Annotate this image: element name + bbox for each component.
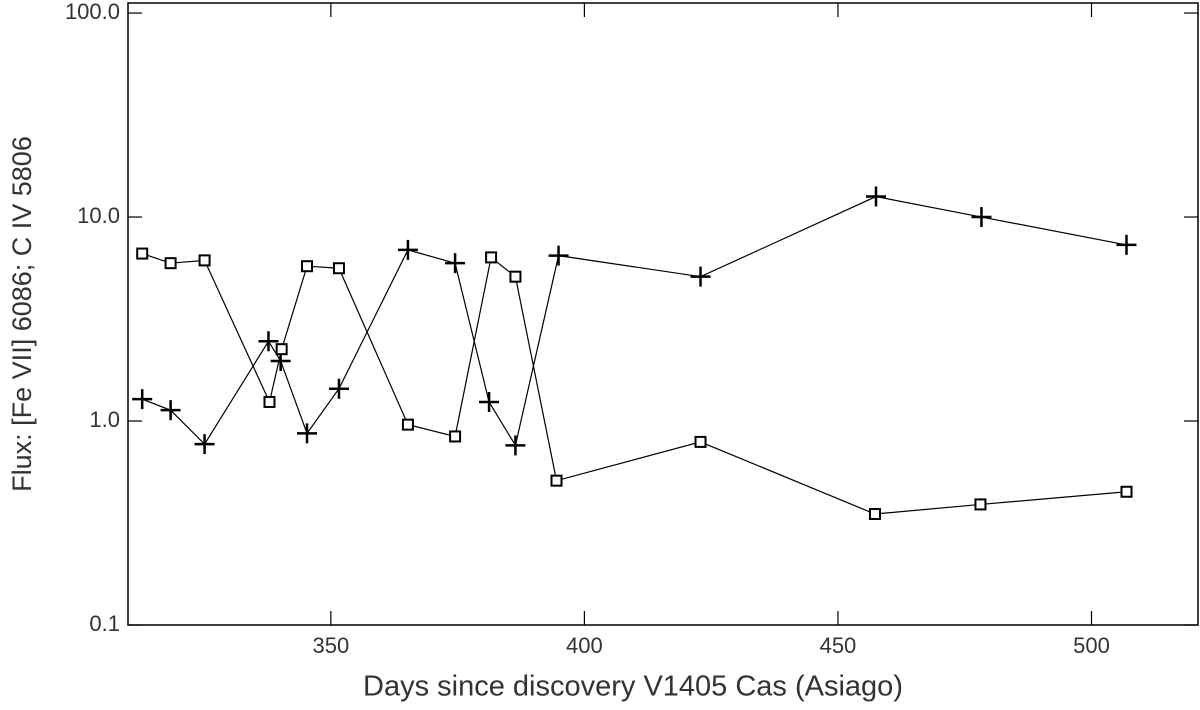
square-marker: [136, 247, 149, 260]
plus-marker: [258, 331, 279, 352]
x-tick-label: 500: [1073, 633, 1110, 658]
y-tick-label: 10.0: [77, 203, 120, 228]
series-line: [142, 253, 1127, 515]
square-marker: [550, 474, 563, 487]
plus-marker: [548, 245, 569, 266]
plus-marker: [160, 400, 181, 421]
square-marker: [868, 508, 881, 521]
series-line: [141, 195, 1127, 447]
square-marker: [1120, 485, 1133, 498]
y-tick-label: 1.0: [89, 407, 120, 432]
plus-marker: [132, 389, 153, 410]
square-marker: [509, 270, 522, 283]
plus-marker: [194, 434, 215, 455]
plot-frame: [127, 2, 1199, 626]
square-marker: [275, 343, 288, 356]
x-tick-label: 350: [312, 633, 349, 658]
y-tick-label: 0.1: [89, 611, 120, 636]
plus-marker: [397, 239, 418, 260]
square-marker: [301, 260, 314, 273]
x-axis-label: Days since discovery V1405 Cas (Asiago): [363, 671, 903, 703]
square-marker: [263, 395, 276, 408]
x-tick-label: 400: [566, 633, 603, 658]
plus-marker: [505, 435, 526, 456]
plus-marker: [865, 186, 886, 207]
plus-marker: [328, 378, 349, 399]
square-marker: [401, 418, 414, 431]
plus-marker: [479, 391, 500, 412]
y-tick-label: 100.0: [65, 0, 120, 24]
square-marker: [694, 435, 707, 448]
plus-marker: [297, 423, 318, 444]
square-marker: [974, 498, 987, 511]
plus-marker: [1116, 234, 1137, 255]
plus-marker: [971, 207, 992, 228]
x-tick-label: 450: [820, 633, 857, 658]
square-marker: [485, 251, 498, 264]
square-marker: [164, 257, 177, 270]
plus-marker: [690, 266, 711, 287]
square-marker: [332, 262, 345, 275]
square-marker: [198, 254, 211, 267]
y-axis-label: Flux: [Fe VII] 6086; C IV 5806: [7, 136, 37, 492]
square-marker: [449, 430, 462, 443]
plus-marker: [445, 253, 466, 274]
